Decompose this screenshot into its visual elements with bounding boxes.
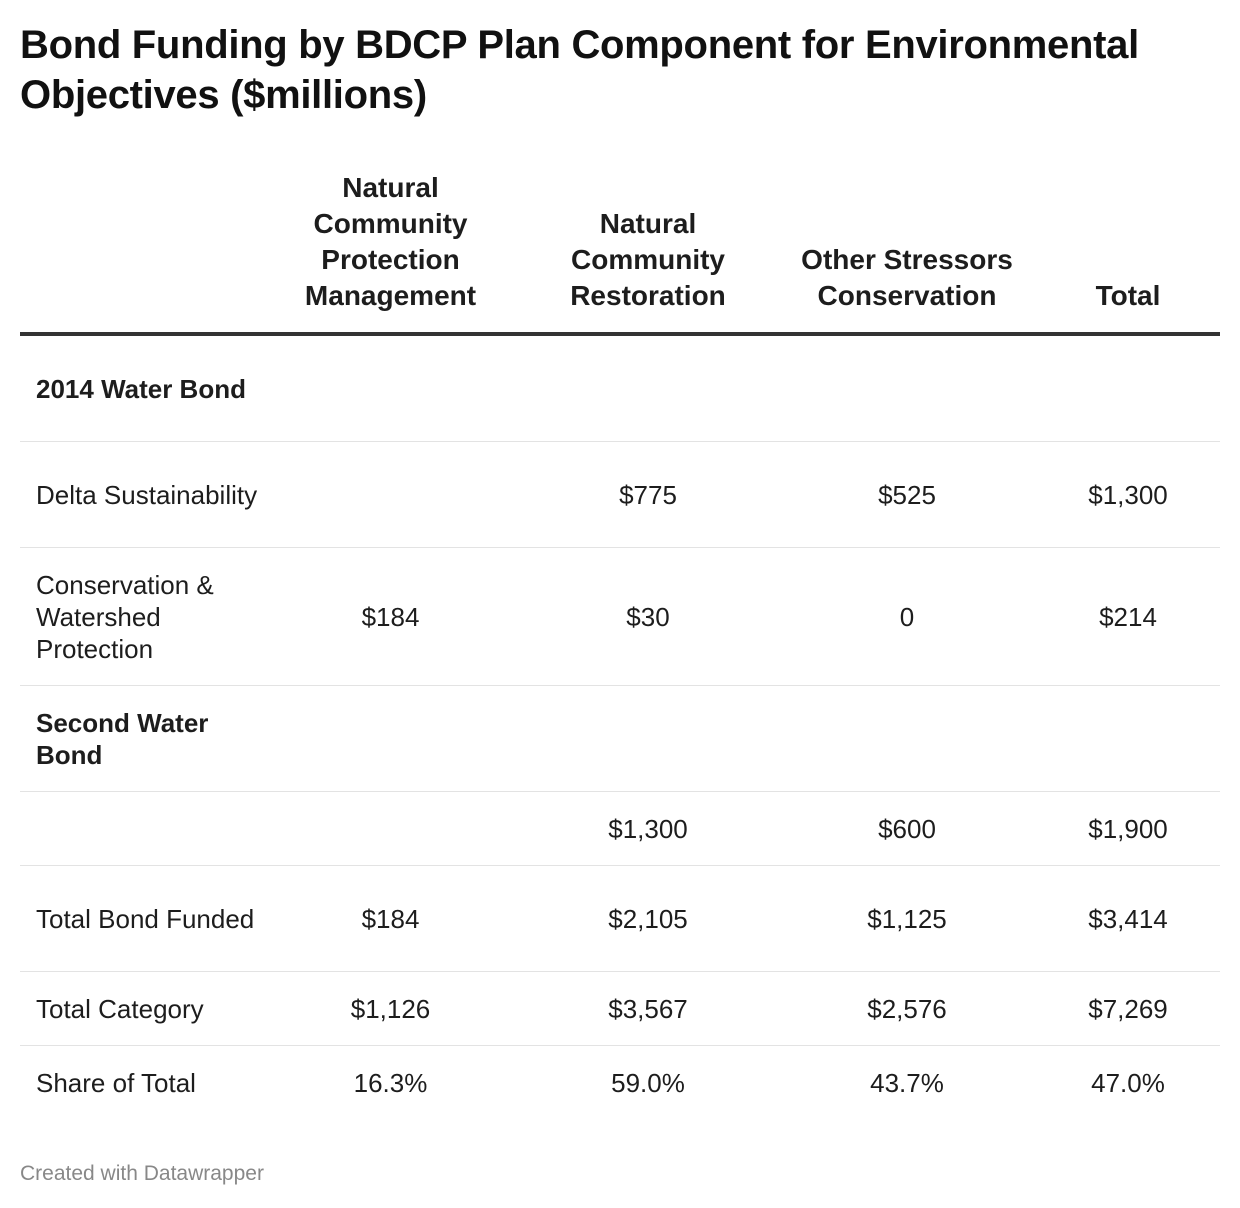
table-row-total-category: Total Category $1,126 $3,567 $2,576 $7,2… — [20, 971, 1220, 1046]
row-label: Delta Sustainability — [20, 441, 263, 548]
table-cell — [518, 334, 778, 442]
table-cell: $2,105 — [518, 865, 778, 972]
table-row-second-bond-values: $1,300 $600 $1,900 — [20, 791, 1220, 866]
column-header-total: Total — [1036, 170, 1220, 336]
row-label: Total Category — [20, 971, 263, 1046]
table-cell: $214 — [1036, 547, 1220, 686]
table-cell — [263, 685, 518, 792]
table-row-delta-sustainability: Delta Sustainability $775 $525 $1,300 — [20, 441, 1220, 548]
datawrapper-credit: Created with Datawrapper — [20, 1162, 264, 1185]
table-cell: $7,269 — [1036, 971, 1220, 1046]
table-cell: 43.7% — [870, 1068, 944, 1098]
row-label: Share of Total — [36, 1068, 196, 1098]
table-cell: 16.3% — [353, 1068, 428, 1098]
table-cell — [778, 334, 1036, 442]
chart-title: Bond Funding by BDCP Plan Component for … — [20, 23, 1139, 117]
table-cell: 59.0% — [611, 1068, 685, 1098]
column-header-protection-management: Natural Community Protection Management — [263, 170, 518, 336]
table-cell: 0 — [778, 547, 1036, 686]
table-row-total-bond-funded: Total Bond Funded $184 $2,105 $1,125 $3,… — [20, 865, 1220, 972]
row-label: Second Water Bond — [20, 685, 263, 792]
row-label — [20, 791, 263, 866]
table-cell — [263, 441, 518, 548]
column-header-restoration: Natural Community Restoration — [518, 170, 778, 336]
table-cell: $184 — [263, 865, 518, 972]
table-row-second-water-bond: Second Water Bond — [20, 685, 1220, 792]
data-table: Natural Community Protection Management … — [20, 170, 1220, 1120]
table-cell: $600 — [778, 791, 1036, 866]
table-cell: $3,567 — [518, 971, 778, 1046]
table-cell: $30 — [518, 547, 778, 686]
table-row-2014-water-bond: 2014 Water Bond — [20, 334, 1220, 442]
table-cell — [1036, 685, 1220, 792]
table-cell: $1,125 — [778, 865, 1036, 972]
table-cell: $184 — [263, 547, 518, 686]
table-cell: $1,300 — [1036, 441, 1220, 548]
row-label: 2014 Water Bond — [20, 334, 263, 442]
header-row: Natural Community Protection Management … — [20, 170, 1220, 336]
table-cell — [1036, 334, 1220, 442]
row-label: Total Bond Funded — [20, 865, 263, 972]
table-cell: $775 — [518, 441, 778, 548]
table-cell: $3,414 — [1036, 865, 1220, 972]
table-cell: $1,900 — [1036, 791, 1220, 866]
table-cell — [778, 685, 1036, 792]
column-header-stub — [20, 170, 263, 336]
table-cell: $1,126 — [263, 971, 518, 1046]
column-header-other-stressors: Other Stressors Conservation — [778, 170, 1036, 336]
table-row-share-of-total: Share of Total 16.3% 59.0% 43.7% 47.0% — [20, 1046, 1220, 1121]
table-cell — [263, 791, 518, 866]
table-cell: $1,300 — [518, 791, 778, 866]
table-cell — [518, 685, 778, 792]
table-cell: 47.0% — [1091, 1068, 1165, 1098]
row-label: Conservation & Watershed Protection — [20, 547, 263, 686]
table-cell: $525 — [778, 441, 1036, 548]
table-cell — [263, 334, 518, 442]
table-cell: $2,576 — [778, 971, 1036, 1046]
table-row-conservation-watershed: Conservation & Watershed Protection $184… — [20, 547, 1220, 686]
